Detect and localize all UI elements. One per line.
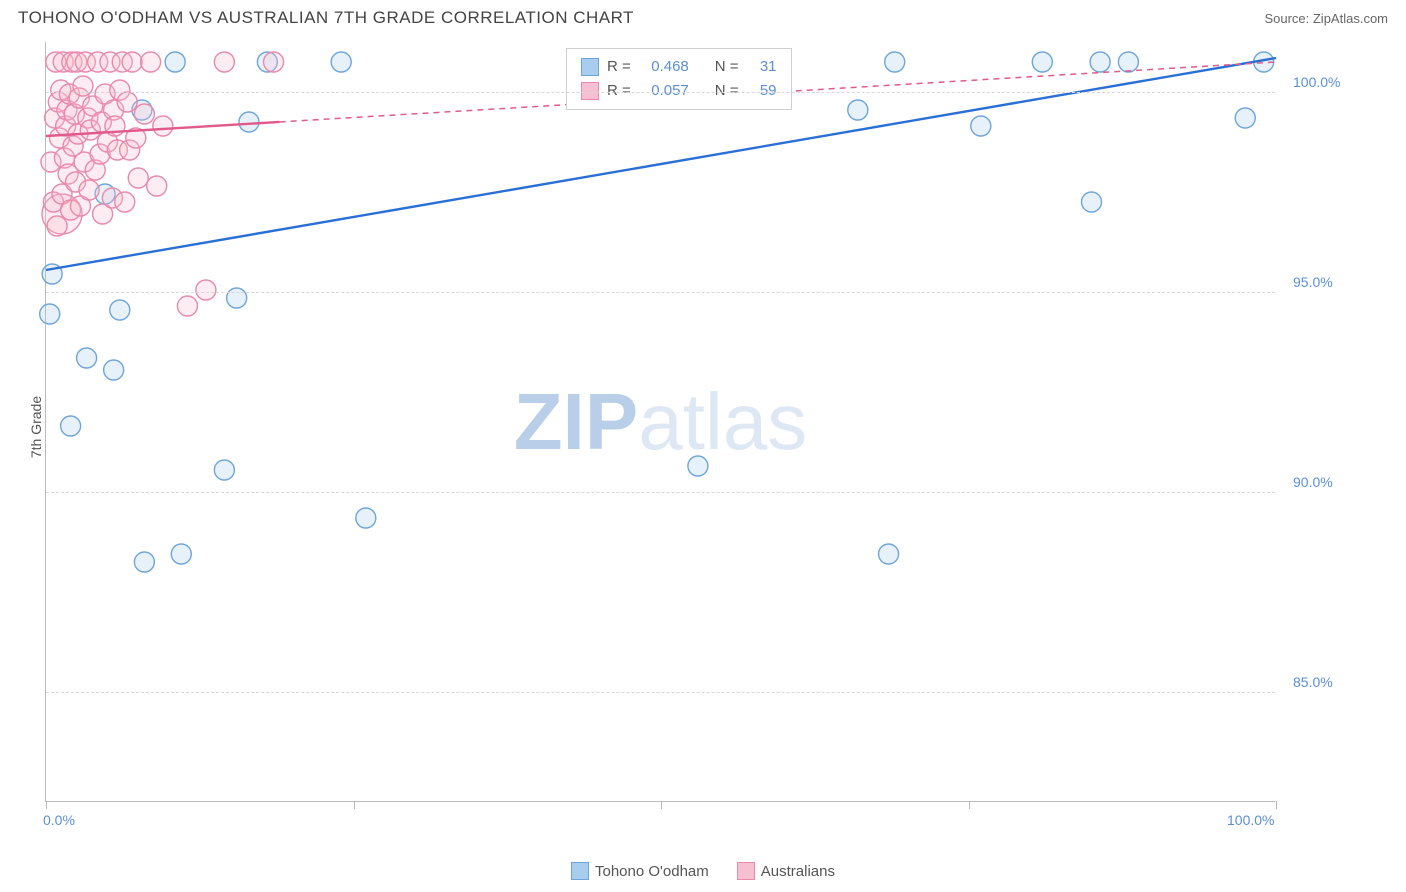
n-value: 31 (747, 55, 777, 79)
r-label: R = (607, 55, 631, 79)
r-value: 0.468 (639, 55, 689, 79)
scatter-point (848, 100, 868, 120)
chart-title: TOHONO O'ODHAM VS AUSTRALIAN 7TH GRADE C… (18, 8, 634, 28)
source-label: Source: ZipAtlas.com (1264, 11, 1388, 26)
scatter-point (971, 116, 991, 136)
x-tick (661, 801, 662, 809)
scatter-point (885, 52, 905, 72)
scatter-point (1032, 52, 1052, 72)
x-tick (969, 801, 970, 809)
scatter-point (356, 508, 376, 528)
plot-region: ZIPatlas R =0.468N =31R =0.057N =59 (45, 42, 1275, 802)
scatter-point (134, 552, 154, 572)
stats-row: R = 0.468 N = 31 (581, 55, 777, 79)
scatter-point (177, 296, 197, 316)
legend-swatch (571, 862, 589, 880)
legend-swatch (737, 862, 755, 880)
scatter-point (1090, 52, 1110, 72)
scatter-point (331, 52, 351, 72)
scatter-point (147, 176, 167, 196)
title-bar: TOHONO O'ODHAM VS AUSTRALIAN 7TH GRADE C… (0, 0, 1406, 32)
legend-swatch (581, 82, 599, 100)
y-tick-label: 95.0% (1293, 274, 1333, 290)
gridline-h (46, 292, 1275, 293)
scatter-point (1082, 192, 1102, 212)
scatter-point (47, 216, 67, 236)
scatter-point (264, 52, 284, 72)
legend-item: Australians (737, 862, 835, 880)
n-label: N = (715, 55, 739, 79)
scatter-point (77, 348, 97, 368)
scatter-point (79, 180, 99, 200)
x-tick (1276, 801, 1277, 809)
gridline-h (46, 692, 1275, 693)
scatter-point (40, 304, 60, 324)
scatter-point (110, 300, 130, 320)
x-tick (46, 801, 47, 809)
scatter-point (688, 456, 708, 476)
legend-label: Tohono O'odham (595, 863, 709, 880)
legend-swatch (581, 58, 599, 76)
scatter-point (214, 460, 234, 480)
plot-svg (46, 42, 1275, 801)
scatter-point (196, 280, 216, 300)
scatter-point (153, 116, 173, 136)
scatter-point (1118, 52, 1138, 72)
scatter-point (122, 52, 142, 72)
scatter-point (165, 52, 185, 72)
stats-row: R = 0.057 N = 59 (581, 79, 777, 103)
scatter-point (239, 112, 259, 132)
scatter-point (128, 168, 148, 188)
legend-label: Australians (761, 863, 835, 880)
gridline-h (46, 92, 1275, 93)
scatter-point (141, 52, 161, 72)
r-label: R = (607, 79, 631, 103)
scatter-point (115, 192, 135, 212)
scatter-point (1235, 108, 1255, 128)
y-tick-label: 100.0% (1293, 74, 1340, 90)
scatter-point (879, 544, 899, 564)
scatter-point (134, 104, 154, 124)
scatter-point (61, 416, 81, 436)
x-tick (354, 801, 355, 809)
stats-legend: R = 0.468 N = 31 R = 0.057 N = 59 (566, 48, 792, 110)
gridline-h (46, 492, 1275, 493)
scatter-point (214, 52, 234, 72)
scatter-point (104, 360, 124, 380)
n-label: N = (715, 79, 739, 103)
series-legend: Tohono O'odham Australians (0, 862, 1406, 884)
x-tick-label: 0.0% (43, 812, 75, 828)
r-value: 0.057 (639, 79, 689, 103)
scatter-point (171, 544, 191, 564)
scatter-point (73, 76, 93, 96)
scatter-point (117, 92, 137, 112)
scatter-point (227, 288, 247, 308)
y-tick-label: 85.0% (1293, 674, 1333, 690)
n-value: 59 (747, 79, 777, 103)
legend-item: Tohono O'odham (571, 862, 709, 880)
x-tick-label: 100.0% (1227, 812, 1274, 828)
chart-area: 7th Grade ZIPatlas R =0.468N =31R =0.057… (0, 32, 1406, 822)
y-tick-label: 90.0% (1293, 474, 1333, 490)
y-axis-label: 7th Grade (28, 396, 44, 458)
